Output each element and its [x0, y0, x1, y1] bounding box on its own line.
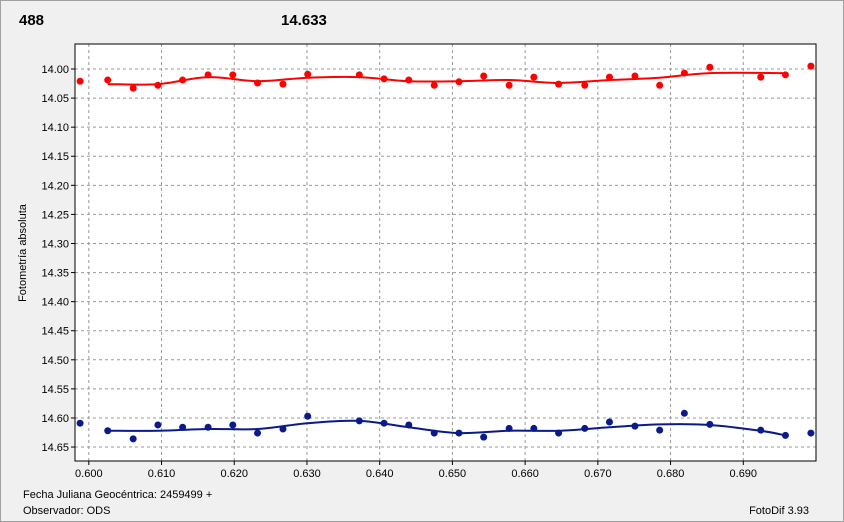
data-point [129, 84, 137, 92]
y-tick-label: 14.60 [41, 413, 69, 425]
y-tick-label: 14.25 [41, 209, 69, 221]
x-tick-label: 0.630 [293, 468, 321, 480]
data-point [154, 81, 162, 89]
software-version: FotoDif 3.93 [749, 505, 809, 517]
x-tick-label: 0.690 [730, 468, 758, 480]
x-tick-label: 0.620 [220, 468, 248, 480]
data-point [104, 76, 112, 84]
data-point [154, 421, 162, 429]
data-point [680, 409, 688, 417]
data-point [631, 72, 639, 80]
data-point [807, 62, 815, 70]
data-point [229, 71, 237, 79]
data-point [757, 73, 765, 81]
data-point [656, 426, 664, 434]
data-point [430, 81, 438, 89]
data-point [530, 73, 538, 81]
y-tick-label: 14.35 [41, 268, 69, 280]
data-point [605, 418, 613, 426]
plot-area [75, 44, 816, 461]
data-point [605, 73, 613, 81]
x-tick-label: 0.650 [439, 468, 467, 480]
data-point [555, 80, 563, 88]
annotation: 14.633 [281, 12, 327, 29]
x-axis-label: Fecha Juliana Geocéntrica: 2459499 + [23, 489, 212, 501]
y-axis-label: Fotometría absoluta [17, 203, 29, 302]
data-point [581, 81, 589, 89]
data-point [405, 76, 413, 84]
data-point [254, 429, 262, 437]
data-point [229, 421, 237, 429]
annotation: 488 [19, 12, 44, 29]
fit-line [107, 71, 786, 86]
data-point [505, 81, 513, 89]
y-tick-label: 14.50 [41, 355, 69, 367]
fit-line [107, 419, 786, 437]
x-tick-label: 0.680 [657, 468, 685, 480]
data-point [706, 63, 714, 71]
y-tick-label: 14.00 [41, 64, 69, 76]
y-tick-label: 14.05 [41, 93, 69, 105]
x-tick-label: 0.610 [148, 468, 176, 480]
y-tick-label: 14.45 [41, 326, 69, 338]
data-point [304, 70, 312, 78]
y-tick-label: 14.65 [41, 442, 69, 454]
y-tick-label: 14.10 [41, 122, 69, 134]
observer: Observador: ODS [23, 505, 110, 517]
data-point [656, 81, 664, 89]
plot-frame [74, 43, 817, 462]
y-tick-label: 14.20 [41, 180, 69, 192]
data-point [279, 80, 287, 88]
data-point [76, 77, 84, 85]
data-point [480, 72, 488, 80]
y-tick-label: 14.40 [41, 297, 69, 309]
data-point [304, 412, 312, 420]
data-point [76, 419, 84, 427]
x-tick-label: 0.660 [511, 468, 539, 480]
y-tick-label: 14.30 [41, 238, 69, 250]
data-point [480, 433, 488, 441]
x-tick-label: 0.640 [366, 468, 394, 480]
y-tick-label: 14.55 [41, 384, 69, 396]
x-tick-label: 0.670 [584, 468, 612, 480]
x-tick-label: 0.600 [75, 468, 103, 480]
y-tick-label: 14.15 [41, 151, 69, 163]
data-point [129, 435, 137, 443]
data-point [807, 429, 815, 437]
